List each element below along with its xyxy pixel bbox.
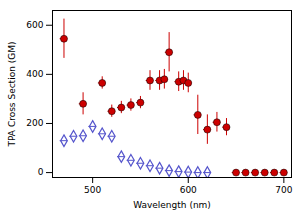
svg-text:Wavelength (nm): Wavelength (nm) [133, 200, 211, 210]
svg-text:500: 500 [84, 185, 101, 195]
svg-text:200: 200 [26, 118, 43, 128]
svg-text:700: 700 [275, 185, 292, 195]
svg-text:400: 400 [26, 69, 43, 79]
svg-text:600: 600 [26, 20, 43, 30]
svg-text:600: 600 [180, 185, 197, 195]
svg-text:TPA Cross Section (GM): TPA Cross Section (GM) [7, 42, 17, 148]
svg-text:0: 0 [38, 167, 44, 177]
